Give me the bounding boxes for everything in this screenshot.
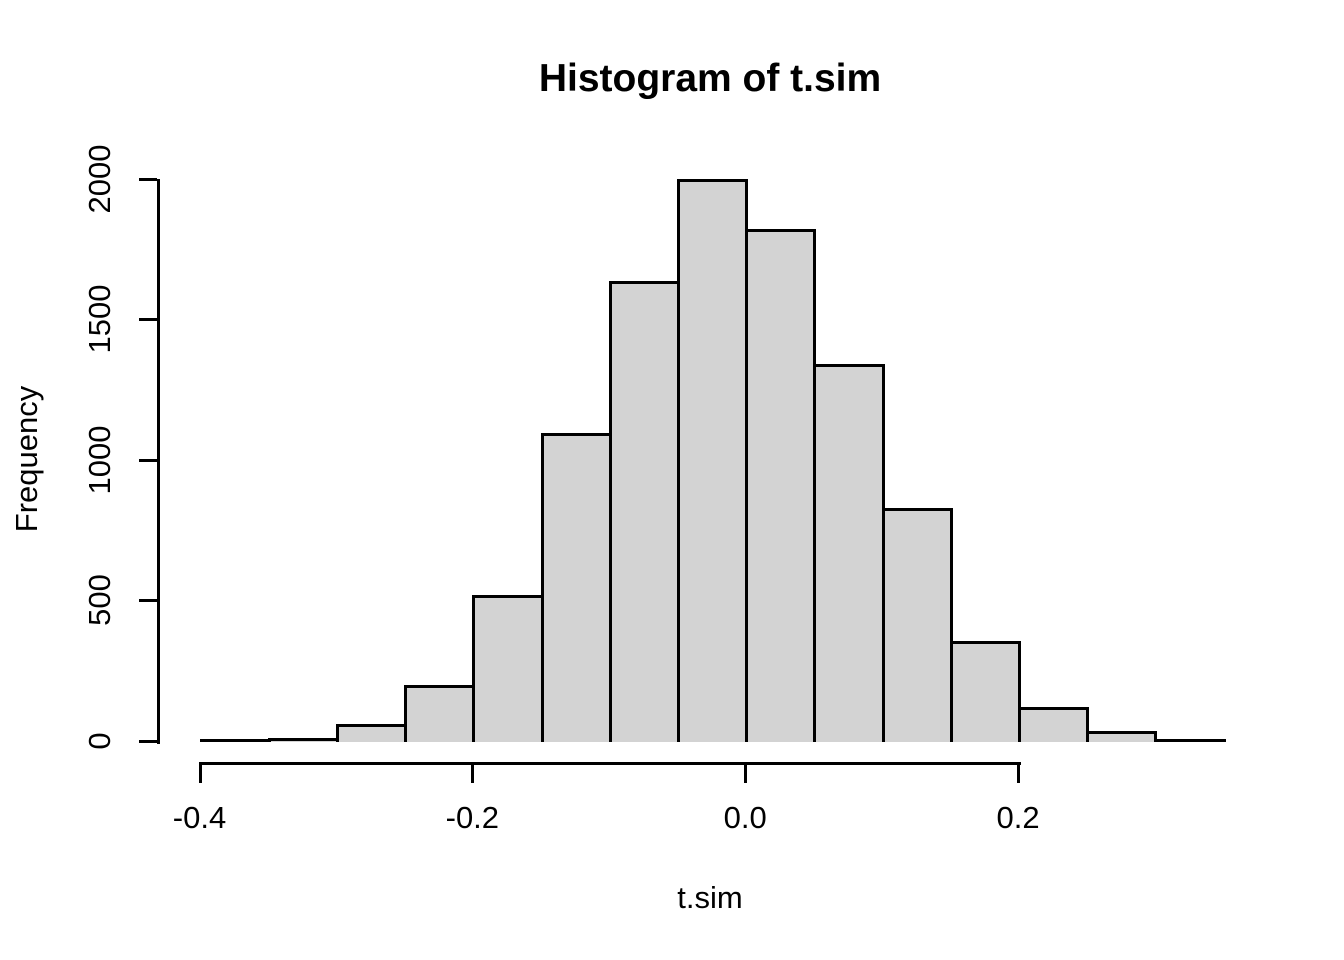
histogram-bar [1018, 707, 1090, 742]
x-tick [198, 762, 202, 783]
histogram-bar [404, 684, 476, 742]
y-axis [157, 178, 160, 744]
x-axis-title: t.sim [677, 880, 743, 915]
histogram-bar [949, 641, 1021, 742]
histogram-bar [267, 738, 339, 742]
x-tick [744, 762, 748, 783]
histogram-bar [608, 281, 680, 742]
histogram-bar [813, 364, 885, 742]
x-tick-label: 0.2 [996, 800, 1040, 835]
histogram-bar [881, 507, 953, 742]
histogram-bar [335, 724, 408, 742]
y-tick [139, 599, 157, 603]
y-tick-label: 0 [82, 732, 117, 750]
y-tick [139, 318, 157, 322]
y-tick-label: 1000 [82, 425, 117, 495]
y-tick-label: 2000 [82, 144, 117, 214]
y-axis-title: Frequency [9, 385, 44, 533]
x-tick-label: -0.4 [172, 800, 227, 835]
histogram-bar [676, 178, 749, 742]
y-tick-label: 500 [82, 574, 117, 627]
x-tick [1017, 762, 1021, 783]
y-tick [139, 740, 157, 743]
x-tick [471, 762, 475, 783]
x-axis [199, 762, 1022, 765]
plot-title: Histogram of t.sim [538, 57, 882, 100]
y-tick [139, 177, 157, 181]
histogram-bar [472, 594, 544, 742]
x-tick-label: -0.2 [445, 800, 500, 835]
y-tick [139, 458, 157, 462]
x-tick-label: 0.0 [723, 800, 767, 835]
histogram-bar [1086, 731, 1158, 742]
y-tick-label: 1500 [82, 284, 117, 354]
histogram-bar [540, 433, 612, 742]
histogram-bar [745, 229, 817, 742]
